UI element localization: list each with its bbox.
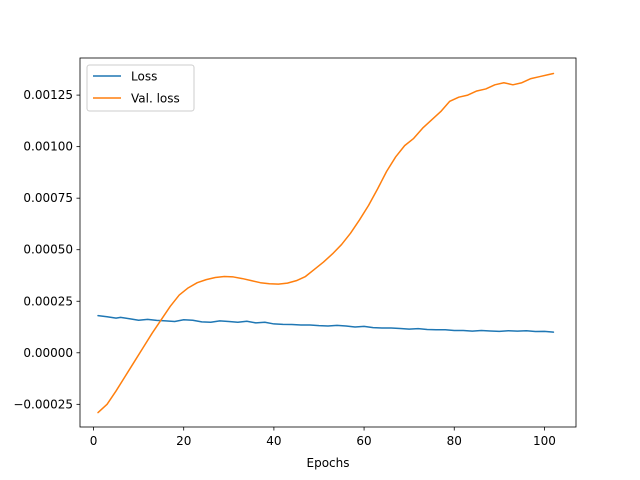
y-tick-label: 0.00100 bbox=[23, 140, 73, 154]
x-tick-label: 40 bbox=[266, 434, 281, 448]
axes-frame bbox=[79, 57, 577, 428]
x-tick-label: 60 bbox=[356, 434, 371, 448]
legend: Loss Val. loss bbox=[86, 64, 195, 112]
legend-label: Loss bbox=[131, 70, 157, 84]
x-axis-ticks: 0 20 40 60 80 100 bbox=[90, 427, 556, 448]
series-layer bbox=[97, 72, 555, 414]
x-tick-label: 100 bbox=[533, 434, 556, 448]
x-tick-label: 80 bbox=[447, 434, 462, 448]
x-tick-label: 20 bbox=[176, 434, 191, 448]
y-tick-label: −0.00025 bbox=[13, 397, 73, 411]
x-axis-label: Epochs bbox=[307, 456, 350, 470]
x-tick-label: 0 bbox=[90, 434, 98, 448]
plot-background bbox=[80, 58, 576, 427]
y-tick-label: 0.00050 bbox=[23, 243, 73, 257]
axes-spines bbox=[79, 57, 577, 428]
series-line-val-loss bbox=[97, 72, 555, 414]
y-axis-ticks: −0.00025 0.00000 0.00025 0.00050 0.00075 0.00… bbox=[13, 88, 80, 411]
y-tick-label: 0.00000 bbox=[23, 346, 73, 360]
legend-label: Val. loss bbox=[131, 92, 180, 106]
y-tick-label: 0.00125 bbox=[23, 88, 73, 102]
y-tick-label: 0.00025 bbox=[23, 294, 73, 308]
series-line-loss bbox=[97, 314, 555, 333]
y-tick-label: 0.00075 bbox=[23, 191, 73, 205]
plot-area bbox=[80, 58, 576, 427]
